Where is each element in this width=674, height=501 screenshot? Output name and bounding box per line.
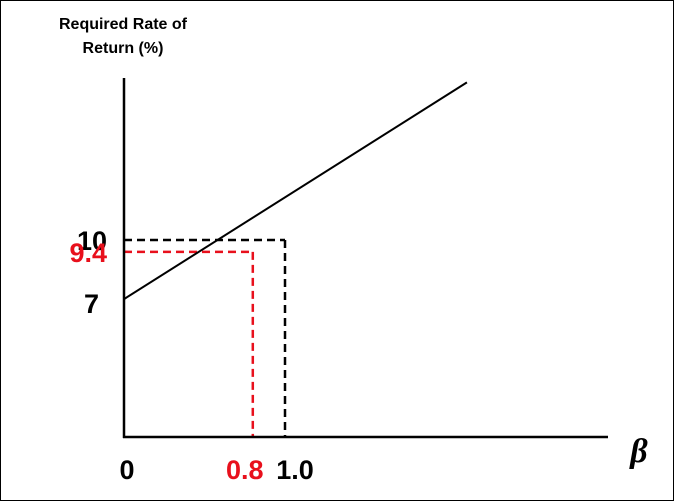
x-tick-0-8: 0.8 [226,455,264,485]
y-tick-10: 10 [77,226,107,256]
y-axis-label-line-2: Return (%) [83,40,164,57]
security-market-line [123,81,468,300]
x-tick-1-0: 1.0 [276,455,314,485]
y-tick-7: 7 [84,289,99,319]
y-tick-9-4: 9.4 [69,238,107,268]
y-axis-label-line-1: Required Rate of [59,16,188,33]
x-tick-0: 0 [119,455,134,485]
x-axis-label-beta: β [628,433,648,470]
